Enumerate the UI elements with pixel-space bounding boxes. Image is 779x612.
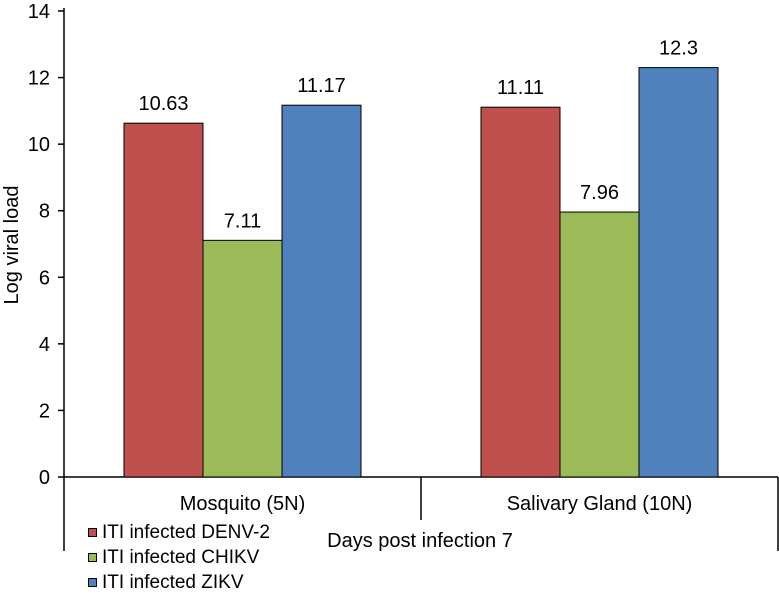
legend-swatch [88,553,97,562]
bar [638,67,719,478]
bar [559,211,640,478]
legend-item: ITI infected CHIKV [88,545,270,570]
y-tick-label: 4 [39,334,50,356]
y-tick-label: 14 [28,1,50,23]
legend-label: ITI infected CHIKV [102,546,260,568]
y-tick-label: 10 [28,134,50,156]
data-label: 11.11 [497,77,544,99]
legend-swatch [88,578,97,587]
x-tick-label: Mosquito (5N) [180,493,306,515]
x-tick-label: Salivary Gland (10N) [507,493,693,515]
legend-item: ITI infected ZIKV [88,570,270,595]
bar [480,106,561,478]
y-axis-title: Log viral load [1,186,23,305]
y-tick-label: 0 [39,467,50,489]
bars-group [123,67,719,478]
y-tick-label: 2 [39,400,50,422]
y-tick-label: 8 [39,201,50,223]
y-tick-label: 6 [39,267,50,289]
x-axis-title: Days post infection 7 [327,530,513,552]
legend-label: ITI infected DENV-2 [102,521,270,543]
data-label: 11.17 [297,75,346,97]
bar [202,239,283,478]
bar [281,104,362,478]
labels-group: 10.63 7.11 11.17 Mosquito (5N) 11.11 7.96 12.3… [138,38,698,515]
data-label: 12.3 [659,38,698,60]
y-tick-label: 12 [28,68,50,90]
legend-label: ITI infected ZIKV [102,571,244,593]
data-label: 7.96 [580,182,619,204]
legend: ITI infected DENV-2 ITI infected CHIKV ITI… [88,520,270,595]
bar [123,122,204,478]
data-label: 10.63 [138,93,188,115]
legend-item: ITI infected DENV-2 [88,520,270,545]
legend-swatch [88,528,97,537]
data-label: 7.11 [224,210,261,232]
